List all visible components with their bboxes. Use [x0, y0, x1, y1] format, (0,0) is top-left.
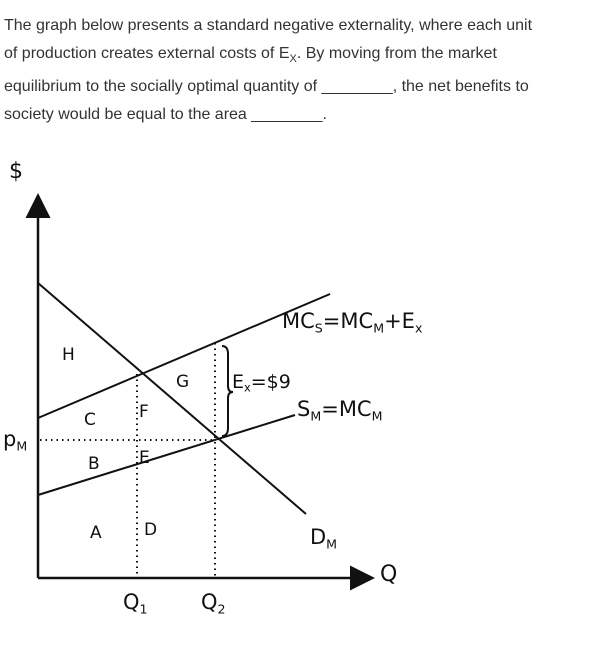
- subscript: S: [315, 320, 323, 335]
- question-text: . By moving from the market: [296, 45, 497, 62]
- area-label: E: [139, 448, 150, 468]
- question-text: The graph below presents a standard nega…: [4, 17, 533, 34]
- y-axis-label: $: [9, 159, 23, 184]
- social-cost-curve: [37, 293, 331, 419]
- supply-curve: [37, 414, 296, 496]
- area-label: C: [84, 410, 96, 430]
- subscript: M: [310, 408, 321, 423]
- label-text: =MC: [323, 309, 373, 333]
- question-text: , the net benefits to: [392, 78, 529, 96]
- label-text: +E: [384, 309, 415, 333]
- area-label: G: [176, 372, 189, 392]
- label: Ex=$9: [232, 371, 291, 395]
- subscript: x: [244, 380, 251, 394]
- brace: [221, 345, 234, 437]
- subscript: M: [326, 536, 337, 551]
- label-text: Q: [123, 590, 140, 614]
- subscript: M: [372, 408, 383, 423]
- question-text: of production creates external costs of …: [4, 45, 290, 62]
- label-text: p: [3, 427, 16, 451]
- subscript: M: [373, 320, 384, 335]
- blank: ________: [251, 106, 323, 124]
- area-label: D: [144, 520, 157, 540]
- question-text: society would be equal to the area: [4, 106, 252, 124]
- subscript: M: [16, 438, 27, 453]
- question-text: .: [322, 106, 327, 124]
- label: MCS=MCM+Ex: [282, 309, 423, 335]
- label: pM: [3, 427, 27, 453]
- label-text: Q: [201, 590, 218, 614]
- question: The graph below presents a standard nega…: [4, 12, 532, 129]
- demand-curve: [37, 282, 307, 515]
- label-text: S: [297, 397, 310, 421]
- label-text: =$9: [251, 371, 291, 393]
- area-label: B: [88, 454, 100, 474]
- label-text: MC: [282, 309, 315, 333]
- label-text: =MC: [321, 397, 371, 421]
- label: Q2: [201, 590, 226, 616]
- subscript: 2: [218, 601, 226, 616]
- subscript: 1: [140, 601, 148, 616]
- subscript: X: [289, 53, 297, 66]
- label-text: D: [310, 525, 326, 549]
- question-text: equilibrium to the socially optimal quan…: [4, 78, 322, 96]
- label: SM=MCM: [297, 397, 382, 423]
- area-label: H: [62, 345, 75, 365]
- blank: ________: [321, 78, 393, 96]
- label: DM: [310, 525, 337, 551]
- label: Q1: [123, 590, 148, 616]
- area-label: F: [139, 402, 149, 422]
- subscript: x: [415, 320, 423, 335]
- area-label: A: [90, 523, 102, 543]
- x-axis-label: Q: [380, 562, 397, 587]
- label-text: E: [232, 371, 244, 393]
